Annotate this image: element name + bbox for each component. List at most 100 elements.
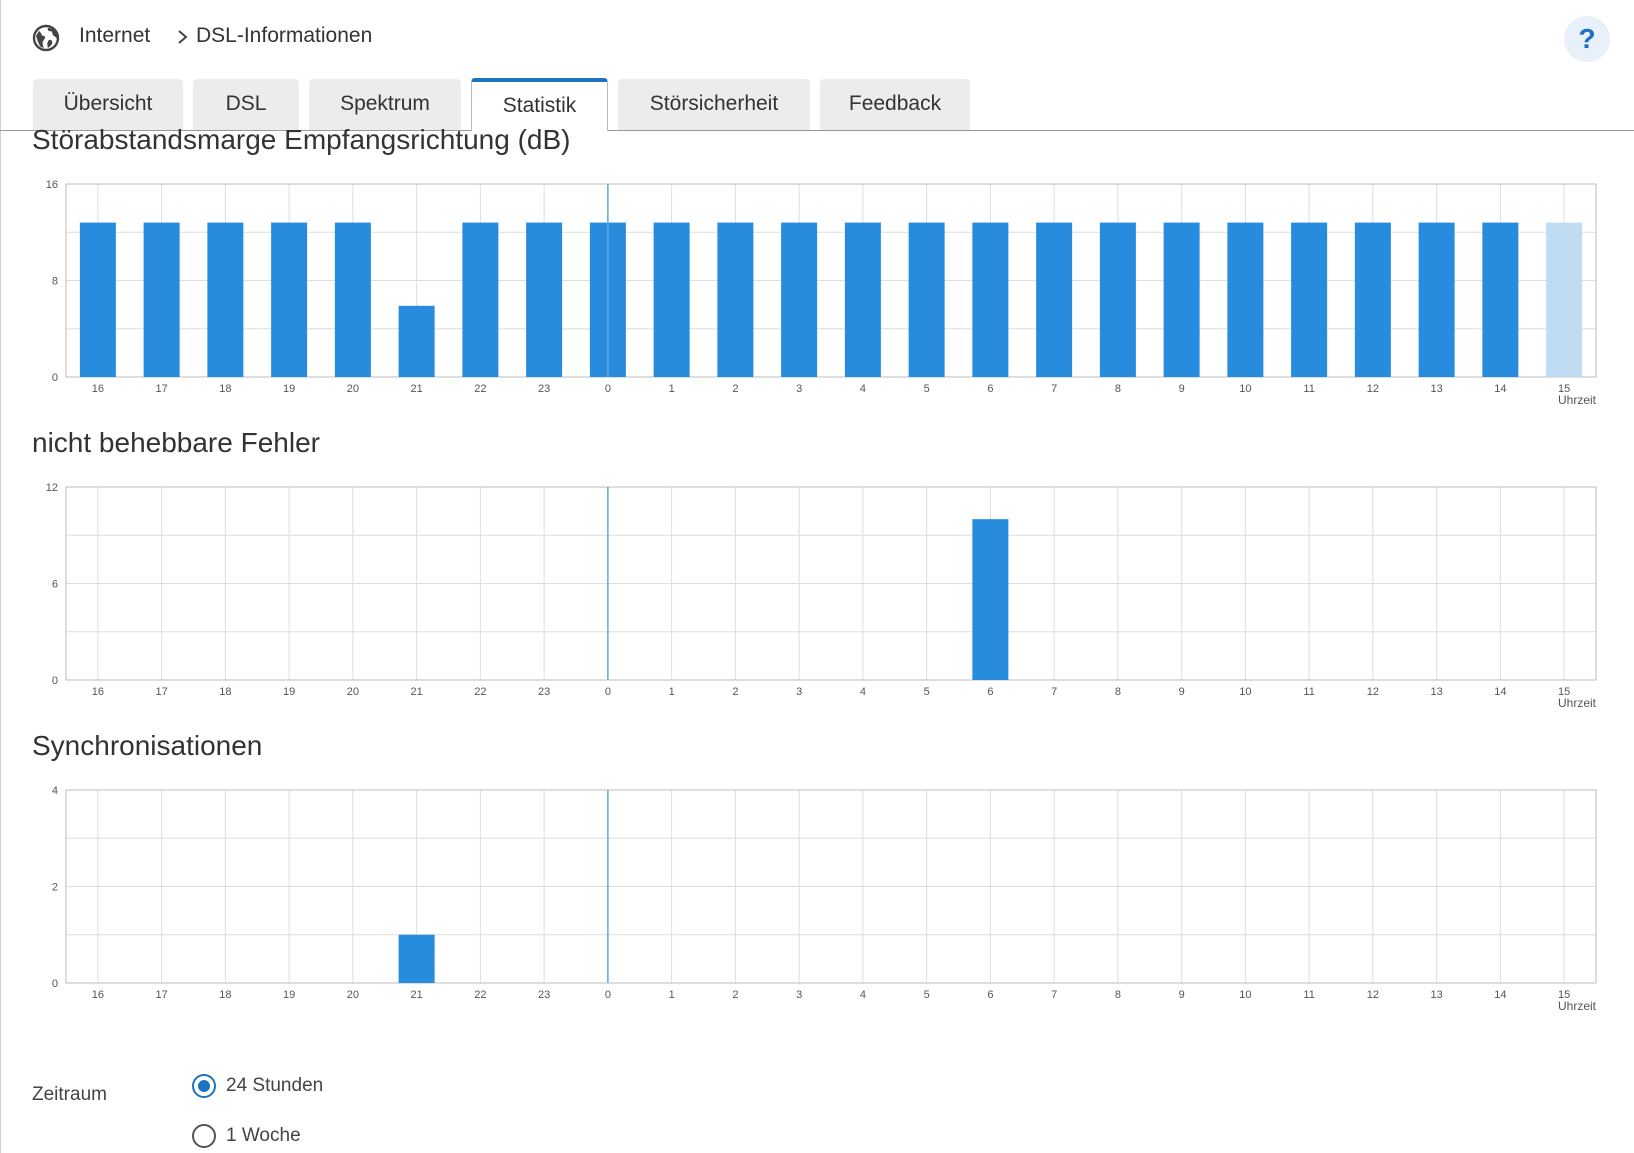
radio-button[interactable] (192, 1124, 216, 1148)
x-tick-label: 4 (860, 686, 866, 698)
y-tick-label: 16 (46, 179, 58, 191)
x-tick-label: 5 (924, 686, 930, 698)
x-tick-label: 12 (1367, 989, 1379, 1001)
tab-stoersicherheit[interactable]: Störsicherheit (618, 79, 810, 130)
x-tick-label: 8 (1115, 686, 1121, 698)
x-tick-label: 14 (1494, 686, 1506, 698)
bar-21[interactable] (398, 305, 435, 377)
radio-label: 1 Woche (226, 1125, 301, 1146)
x-tick-label: 23 (538, 989, 550, 1001)
tab-bar: Übersicht DSL Spektrum Statistik Störsic… (0, 78, 1634, 131)
bar-23[interactable] (526, 222, 563, 377)
chart-title-synchronisationen: Synchronisationen (32, 730, 263, 761)
breadcrumb-internet[interactable]: Internet (79, 24, 151, 47)
x-tick-label: 5 (924, 383, 930, 395)
x-tick-label: 18 (219, 686, 231, 698)
bar-17[interactable] (143, 222, 180, 377)
chart-fehler: 0 6 12 16 17 18 19 20 21 22 23 0 1 2 3 4 5 6 7 8 9 10 11 12 13 14… (0, 468, 1634, 708)
x-tick-label: 11 (1303, 383, 1314, 395)
bar-7[interactable] (1036, 222, 1073, 377)
x-tick-label: 2 (732, 383, 738, 395)
x-tick-label: 17 (156, 383, 168, 395)
x-tick-label: 22 (474, 989, 486, 1001)
breadcrumb-dsl-informationen: DSL-Informationen (196, 24, 373, 47)
x-tick-label: 13 (1431, 989, 1443, 1001)
x-tick-label: 3 (796, 989, 802, 1001)
x-tick-label: 0 (605, 686, 611, 698)
x-tick-label: 3 (796, 686, 802, 698)
x-tick-label: 22 (474, 686, 486, 698)
bar-11[interactable] (1291, 222, 1328, 377)
tab-spektrum[interactable]: Spektrum (309, 79, 461, 130)
tab-dsl[interactable]: DSL (193, 79, 299, 130)
plot-frame (65, 183, 1597, 378)
left-border (0, 0, 1, 1153)
y-tick-label: 8 (52, 276, 58, 288)
bar-5[interactable] (908, 222, 945, 377)
x-tick-label: 8 (1115, 383, 1121, 395)
bar-1[interactable] (653, 222, 690, 377)
bar-12[interactable] (1354, 222, 1391, 377)
x-axis-label: Uhrzeit (1558, 393, 1597, 405)
bar-15[interactable] (1546, 222, 1583, 377)
bar-8[interactable] (1099, 222, 1136, 377)
bar-13[interactable] (1418, 222, 1455, 377)
radio-button-checked[interactable] (192, 1074, 216, 1098)
bar-18[interactable] (207, 222, 244, 377)
zeitraum-label: Zeitraum (32, 1084, 107, 1105)
header: Internet DSL-Informationen ? (0, 0, 1634, 78)
x-tick-label: 5 (924, 989, 930, 1001)
bar-19[interactable] (271, 222, 308, 377)
bar-2[interactable] (717, 222, 754, 377)
x-axis-label: Uhrzeit (1558, 696, 1597, 708)
x-tick-label: 17 (156, 686, 168, 698)
x-tick-label: 19 (283, 383, 295, 395)
bar-21[interactable] (398, 934, 435, 983)
bar-16[interactable] (79, 222, 116, 377)
x-tick-label: 7 (1051, 989, 1057, 1001)
x-tick-label: 10 (1239, 686, 1251, 698)
bar-9[interactable] (1163, 222, 1200, 377)
x-tick-label: 20 (347, 383, 359, 395)
x-tick-label: 12 (1367, 686, 1379, 698)
x-tick-label: 21 (411, 383, 423, 395)
x-tick-label: 0 (605, 989, 611, 1001)
bar-22[interactable] (462, 222, 499, 377)
x-tick-label: 14 (1494, 989, 1506, 1001)
tab-uebersicht[interactable]: Übersicht (33, 79, 183, 130)
x-tick-label: 16 (92, 989, 104, 1001)
bar-10[interactable] (1227, 222, 1264, 377)
x-tick-label: 15 (1558, 383, 1570, 395)
help-button[interactable]: ? (1564, 16, 1610, 62)
x-tick-label: 11 (1303, 686, 1314, 698)
bar-6[interactable] (972, 519, 1009, 680)
tab-statistik[interactable]: Statistik (471, 78, 608, 131)
plot-frame (65, 486, 1597, 681)
x-tick-label: 14 (1494, 383, 1506, 395)
x-tick-label: 2 (732, 686, 738, 698)
x-tick-label: 4 (860, 383, 866, 395)
bar-14[interactable] (1482, 222, 1519, 377)
chart-stoerabstandsmarge: 0 8 16 16 17 18 19 20 21 22 23 0 1 2 3 4 5 6 7 8 9 10 11 12 13 14… (0, 165, 1634, 405)
bar-20[interactable] (334, 222, 371, 377)
y-tick-label: 6 (52, 579, 58, 591)
x-tick-label: 1 (669, 686, 675, 698)
tab-feedback[interactable]: Feedback (820, 79, 970, 130)
x-tick-label: 23 (538, 686, 550, 698)
y-tick-label: 0 (52, 675, 58, 687)
x-tick-label: 16 (92, 686, 104, 698)
x-tick-label: 9 (1179, 989, 1185, 1001)
x-tick-label: 22 (474, 383, 486, 395)
y-tick-label: 2 (52, 882, 58, 894)
x-tick-label: 16 (92, 383, 104, 395)
x-tick-label: 6 (987, 686, 993, 698)
bar-6[interactable] (972, 222, 1009, 377)
x-tick-label: 19 (283, 989, 295, 1001)
bar-4[interactable] (844, 222, 881, 377)
bar-3[interactable] (781, 222, 818, 377)
x-tick-label: 13 (1431, 383, 1443, 395)
x-tick-label: 3 (796, 383, 802, 395)
